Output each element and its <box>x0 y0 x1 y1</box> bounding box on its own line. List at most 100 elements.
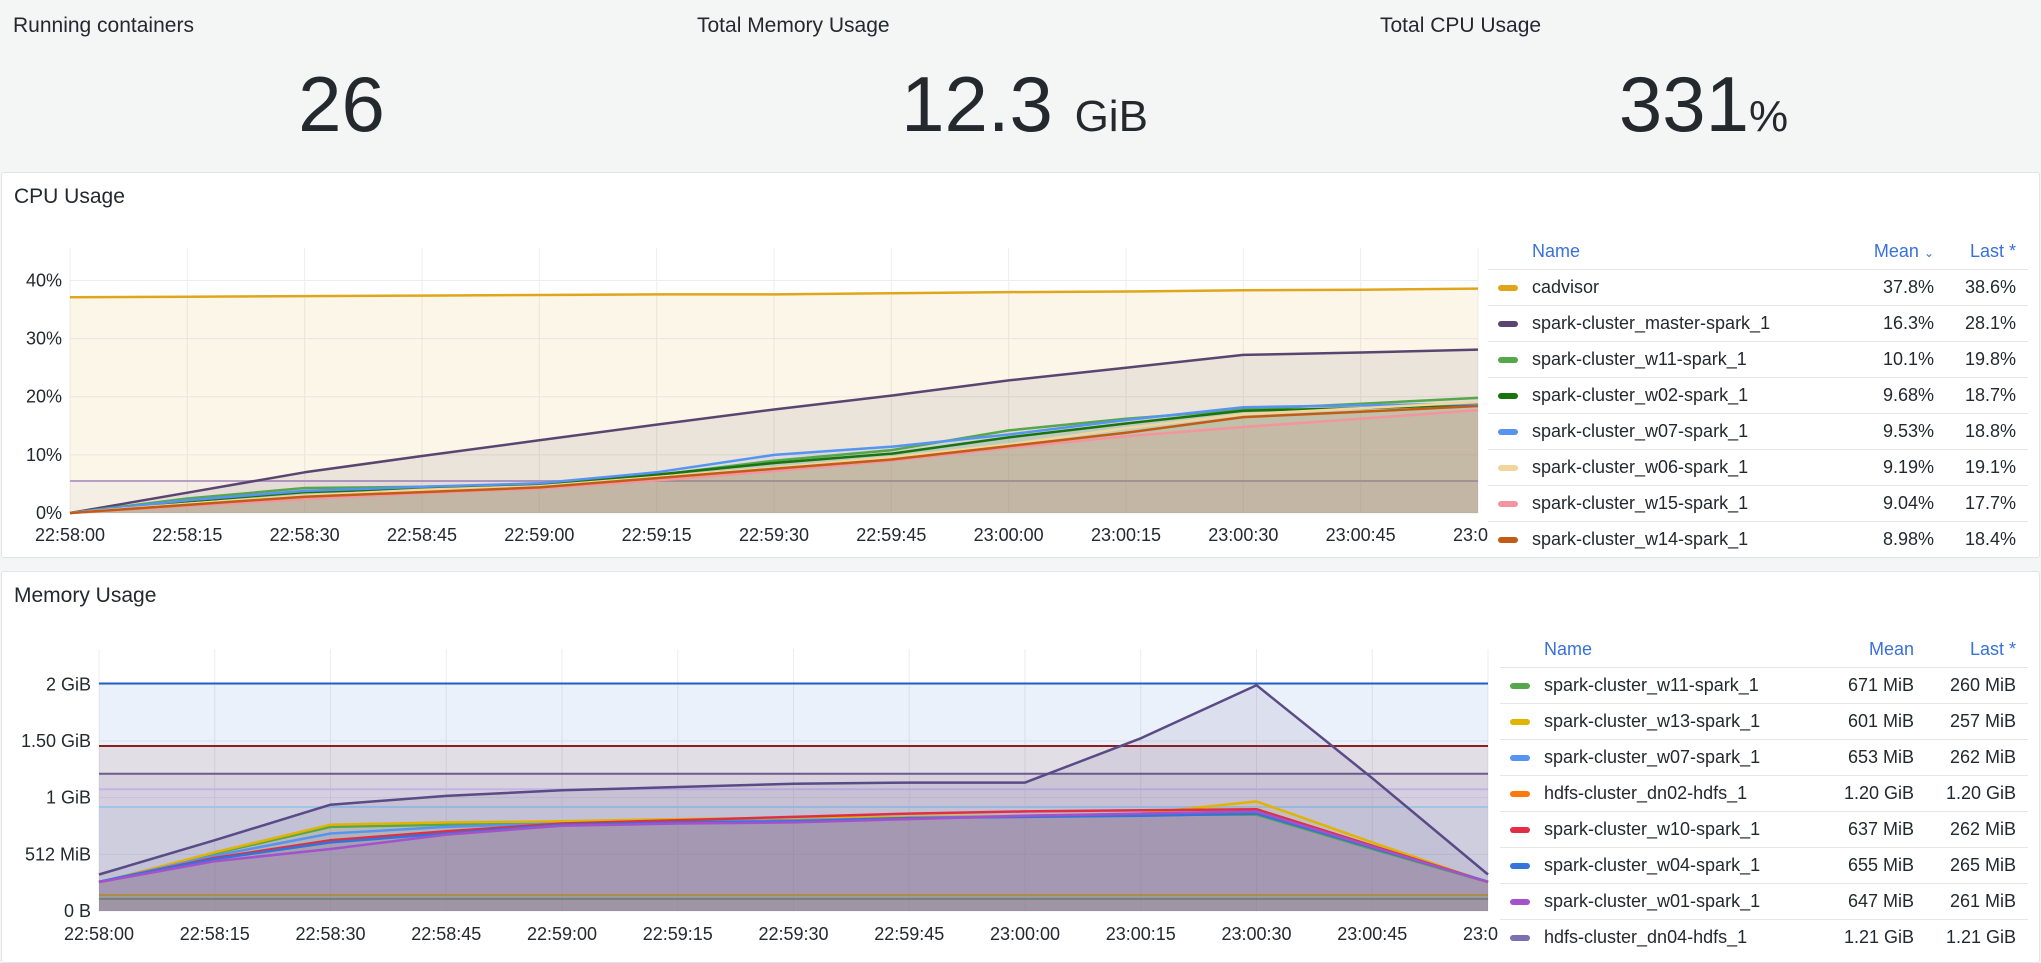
legend-row[interactable]: spark-cluster_master-spark_1 16.3% 28.1% <box>1488 305 2028 342</box>
series-color-swatch <box>1510 683 1530 690</box>
y-tick-label: 1.50 GiB <box>21 731 91 751</box>
series-label: spark-cluster_w15-spark_1 <box>1532 493 1749 513</box>
legend-series-name[interactable]: spark-cluster_w07-spark_1 <box>1488 413 1856 450</box>
x-tick-label: 22:59:15 <box>643 924 713 944</box>
legend-row[interactable]: spark-cluster_w02-spark_1 9.68% 18.7% <box>1488 377 2028 414</box>
legend-series-name[interactable]: spark-cluster_w11-spark_1 <box>1500 667 1828 704</box>
legend-row[interactable]: spark-cluster_w04-spark_1 655 MiB 265 MiB <box>1500 847 2028 884</box>
legend-mean-value: 601 MiB <box>1827 703 1926 740</box>
legend-row[interactable]: spark-cluster_w11-spark_1 671 MiB 260 MiB <box>1500 667 2028 704</box>
x-tick-label: 23:00:30 <box>1221 924 1291 944</box>
legend-row[interactable]: spark-cluster_w07-spark_1 653 MiB 262 MiB <box>1500 739 2028 776</box>
series-label: spark-cluster_w07-spark_1 <box>1544 747 1761 767</box>
legend-row[interactable]: spark-cluster_w06-spark_1 9.19% 19.1% <box>1488 449 2028 486</box>
series-label: spark-cluster_w04-spark_1 <box>1544 855 1761 875</box>
stat-total-cpu: Total CPU Usage 331% <box>1366 0 2041 170</box>
legend-series-name[interactable]: hdfs-cluster_dn02-hdfs_1 <box>1500 775 1828 812</box>
legend-row[interactable]: spark-cluster_w15-spark_1 9.04% 17.7% <box>1488 485 2028 522</box>
legend-series-name[interactable]: spark-cluster_w15-spark_1 <box>1488 485 1856 522</box>
x-tick-label: 23:00:45 <box>1337 924 1407 944</box>
x-tick-label: 22:58:30 <box>295 924 365 944</box>
legend-last-value: 19.1% <box>1946 449 2028 486</box>
legend-series-name[interactable]: spark-cluster_w10-spark_1 <box>1500 811 1828 848</box>
series-color-swatch <box>1498 501 1518 508</box>
memory-usage-chart[interactable]: 0 B 512 MiB 1 GiB 1.50 GiB 2 GiB 22:58:00 22:5… <box>2 572 1498 962</box>
series-color-swatch <box>1498 357 1518 364</box>
legend-row[interactable]: spark-cluster_w11-spark_1 10.1% 19.8% <box>1488 341 2028 378</box>
legend-last-value: 261 MiB <box>1926 883 2028 920</box>
legend-series-name[interactable]: spark-cluster_w04-spark_1 <box>1500 847 1828 884</box>
legend-mean-value: 37.8% <box>1855 269 1946 306</box>
x-tick-label: 23:00:30 <box>1208 525 1278 545</box>
legend-mean-value: 653 MiB <box>1827 739 1926 776</box>
series-label: spark-cluster_w06-spark_1 <box>1532 457 1749 477</box>
legend-header-name[interactable]: Name <box>1544 638 1593 659</box>
series-line <box>98 683 1489 876</box>
stat-value: 12.3 GiB <box>683 62 1366 159</box>
x-tick-label: 23:00:00 <box>974 525 1044 545</box>
series-area <box>99 801 1488 911</box>
legend-last-value: 18.4% <box>1946 521 2028 557</box>
legend-series-name[interactable]: hdfs-cluster_dn04-hdfs_1 <box>1500 919 1828 955</box>
legend-header-mean[interactable]: Mean ⌄ <box>1856 233 1946 270</box>
legend-header-last[interactable]: Last * <box>1969 240 2016 261</box>
memory-usage-panel: Memory Usage 0 B 512 MiB 1 GiB 1.50 GiB 2 Gi… <box>1 571 2040 963</box>
series-line <box>69 408 1479 515</box>
legend-mean-value: 655 MiB <box>1827 847 1926 884</box>
memory-legend: Name Mean Last * spark-cluster_w11-spark… <box>1500 631 2028 955</box>
series-area <box>70 410 1478 513</box>
series-color-swatch <box>1498 429 1518 436</box>
legend-series-name[interactable]: spark-cluster_w11-spark_1 <box>1488 341 1856 378</box>
legend-table: Name Mean Last * spark-cluster_w11-spark… <box>1500 631 2028 955</box>
series-color-swatch <box>1498 285 1518 292</box>
series-color-swatch <box>1510 863 1530 870</box>
legend-mean-value: 1.21 GiB <box>1827 919 1926 955</box>
x-tick-label: 22:59:15 <box>622 525 692 545</box>
series-color-swatch <box>1498 537 1518 544</box>
legend-series-name[interactable]: spark-cluster_w07-spark_1 <box>1500 739 1828 776</box>
series-color-swatch <box>1498 465 1518 472</box>
legend-row[interactable]: spark-cluster_w13-spark_1 601 MiB 257 MiB <box>1500 703 2028 740</box>
cpu-usage-chart[interactable]: 0% 10% 20% 30% 40% 22:58:00 22:58:15 22:58:30 22… <box>2 173 1488 557</box>
x-tick-label: 22:58:45 <box>411 924 481 944</box>
series-area <box>70 397 1478 513</box>
x-tick-label: 23:01: <box>1463 924 1498 944</box>
series-label: cadvisor <box>1532 277 1600 297</box>
legend-header-last[interactable]: Last * <box>1969 638 2016 659</box>
panel-title: Memory Usage <box>14 584 157 607</box>
series-color-swatch <box>1498 393 1518 400</box>
series-area <box>70 402 1478 513</box>
series-label: spark-cluster_w14-spark_1 <box>1532 529 1749 549</box>
legend-row[interactable]: hdfs-cluster_dn04-hdfs_1 1.21 GiB 1.21 GiB <box>1500 919 2028 955</box>
legend-last-value: 1.20 GiB <box>1926 775 2028 812</box>
legend-last-value: 257 MiB <box>1926 703 2028 740</box>
legend-series-name[interactable]: spark-cluster_master-spark_1 <box>1488 305 1856 342</box>
legend-row[interactable]: spark-cluster_w07-spark_1 9.53% 18.8% <box>1488 413 2028 450</box>
legend-row[interactable]: spark-cluster_w14-spark_1 8.98% 18.4% <box>1488 521 2028 557</box>
legend-row[interactable]: spark-cluster_w01-spark_1 647 MiB 261 MiB <box>1500 883 2028 920</box>
legend-mean-value: 10.1% <box>1855 341 1946 378</box>
series-area <box>99 683 1488 911</box>
legend-series-name[interactable]: spark-cluster_w02-spark_1 <box>1488 377 1856 414</box>
series-line <box>69 348 1479 515</box>
legend-series-name[interactable]: spark-cluster_w06-spark_1 <box>1488 449 1856 486</box>
x-tick-label: 22:59:45 <box>856 525 926 545</box>
legend-row[interactable]: cadvisor 37.8% 38.6% <box>1488 269 2028 306</box>
legend-header-name[interactable]: Name <box>1532 240 1581 261</box>
legend-header-mean-label: Mean <box>1873 240 1919 261</box>
legend-row[interactable]: spark-cluster_w10-spark_1 637 MiB 262 MiB <box>1500 811 2028 848</box>
x-tick-label: 22:59:30 <box>739 525 809 545</box>
legend-series-name[interactable]: spark-cluster_w01-spark_1 <box>1500 883 1828 920</box>
x-tick-label: 22:58:00 <box>35 525 105 545</box>
x-tick-label: 23:00:15 <box>1091 525 1161 545</box>
legend-mean-value: 9.04% <box>1855 485 1946 522</box>
legend-header-mean[interactable]: Mean <box>1868 638 1914 659</box>
legend-mean-value: 1.20 GiB <box>1827 775 1926 812</box>
legend-row[interactable]: hdfs-cluster_dn02-hdfs_1 1.20 GiB 1.20 GiB <box>1500 775 2028 812</box>
legend-last-value: 1.21 GiB <box>1926 919 2028 955</box>
legend-series-name[interactable]: spark-cluster_w13-spark_1 <box>1500 703 1828 740</box>
series-label: spark-cluster_w02-spark_1 <box>1532 385 1749 405</box>
legend-series-name[interactable]: spark-cluster_w14-spark_1 <box>1488 521 1856 557</box>
legend-series-name[interactable]: cadvisor <box>1488 269 1856 306</box>
x-tick-label: 22:58:00 <box>64 924 134 944</box>
